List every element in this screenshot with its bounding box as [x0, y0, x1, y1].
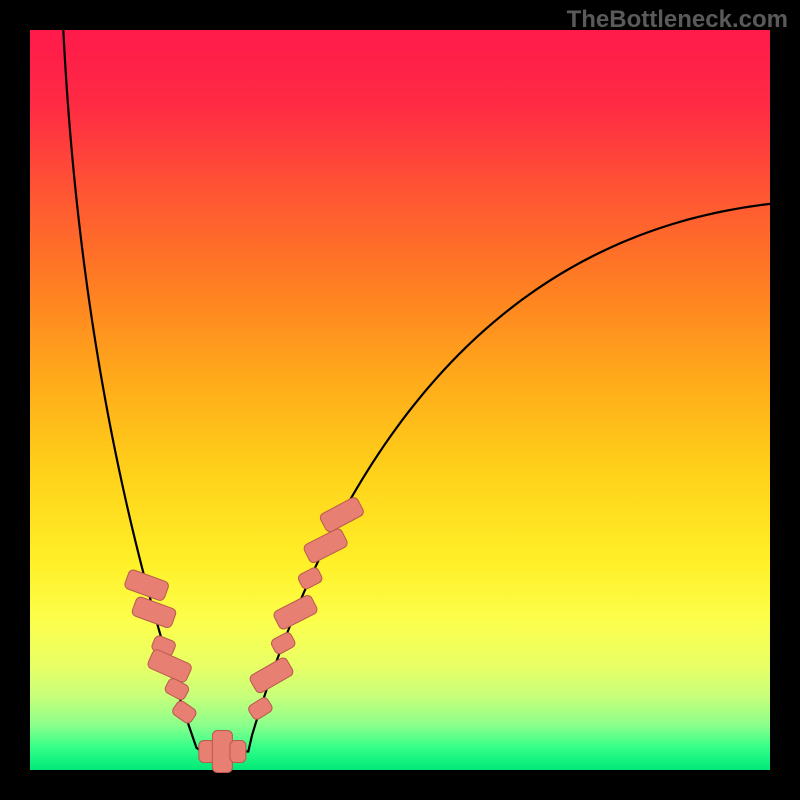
data-marker	[212, 731, 232, 773]
gradient-background	[30, 30, 770, 770]
chart-frame: TheBottleneck.com	[0, 0, 800, 800]
data-marker	[230, 741, 246, 763]
watermark-text: TheBottleneck.com	[567, 6, 788, 34]
chart-svg	[0, 0, 800, 800]
